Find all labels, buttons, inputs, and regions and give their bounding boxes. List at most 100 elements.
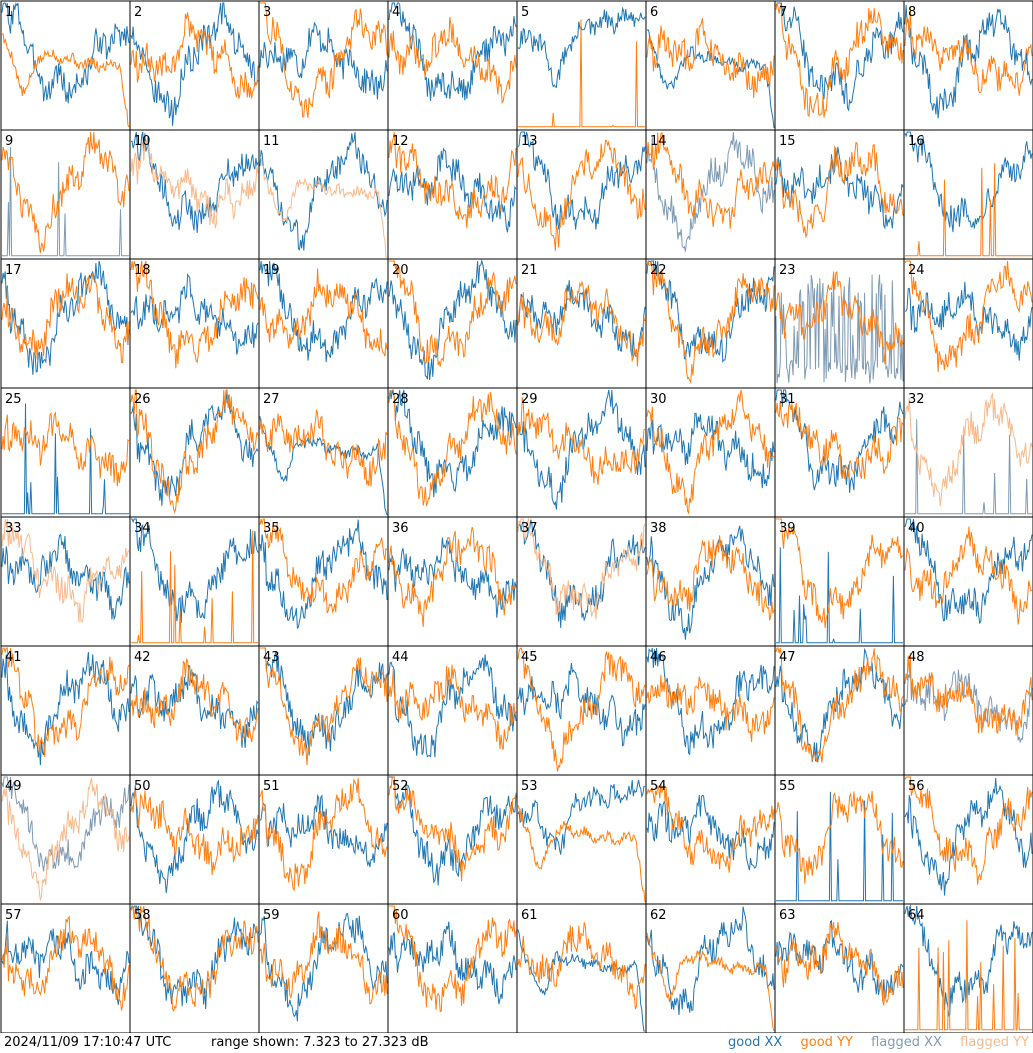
panel-label: 17 <box>5 263 22 278</box>
panel-frame <box>645 258 776 389</box>
panel-frame <box>0 258 131 389</box>
panel-label: 37 <box>521 521 538 536</box>
panel-label: 50 <box>134 779 151 794</box>
panel-label: 60 <box>392 908 409 923</box>
panel-60: 60 <box>387 903 518 1033</box>
panel-42: 42 <box>129 645 260 776</box>
panel-63: 63 <box>774 903 905 1033</box>
panel-4: 4 <box>387 0 518 131</box>
series-yy <box>517 517 646 620</box>
series-yy <box>131 530 258 644</box>
panel-label: 4 <box>392 5 400 20</box>
panel-frame <box>774 0 905 131</box>
series-xx <box>1 533 130 621</box>
panel-37: 37 <box>516 516 647 647</box>
series-xx <box>905 419 1032 515</box>
panel-frame <box>645 0 776 131</box>
legend-flagged-xx: flagged XX <box>871 1035 942 1050</box>
series-yy <box>1 915 130 1011</box>
panel-label: 12 <box>392 134 409 149</box>
series-yy <box>1 33 130 128</box>
panel-19: 19 <box>258 258 389 389</box>
series-yy <box>904 260 1033 373</box>
panel-label: 55 <box>779 779 796 794</box>
panel-frame <box>774 129 905 260</box>
series-xx <box>517 389 646 510</box>
panel-11: 11 <box>258 129 389 260</box>
legend: good XX good YY flagged XX flagged YY <box>714 1033 1029 1053</box>
panel-label: 34 <box>134 521 151 536</box>
panel-43: 43 <box>258 645 389 776</box>
panel-label: 19 <box>263 263 280 278</box>
panel-frame <box>129 774 260 905</box>
series-yy <box>130 389 259 515</box>
panel-frame <box>516 516 647 647</box>
panel-13: 13 <box>516 129 647 260</box>
panel-30: 30 <box>645 387 776 518</box>
series-xx <box>2 403 129 515</box>
series-yy <box>775 790 904 884</box>
series-xx <box>259 794 388 868</box>
timestamp: 2024/11/09 17:10:47 UTC <box>4 1035 172 1050</box>
panel-27: 27 <box>258 387 389 518</box>
series-yy <box>517 922 646 1010</box>
series-xx <box>517 779 646 855</box>
panel-35: 35 <box>258 516 389 647</box>
panel-20: 20 <box>387 258 518 389</box>
series-yy <box>130 260 259 369</box>
series-yy <box>775 2 904 118</box>
series-xx <box>130 2 259 126</box>
panel-label: 46 <box>650 650 667 665</box>
panel-28: 28 <box>387 387 518 518</box>
series-yy <box>259 777 388 892</box>
series-yy <box>775 141 904 239</box>
panel-34: 34 <box>129 516 260 647</box>
series-yy <box>1 411 130 487</box>
panel-label: 39 <box>779 521 796 536</box>
panel-frame <box>258 258 389 389</box>
panel-7: 7 <box>774 0 905 131</box>
panel-33: 33 <box>0 516 131 647</box>
series-yy <box>1 647 130 757</box>
panel-62: 62 <box>645 903 776 1033</box>
panel-frame <box>645 516 776 647</box>
legend-good-yy: good YY <box>800 1035 853 1050</box>
panel-frame <box>774 774 905 905</box>
panel-44: 44 <box>387 645 518 776</box>
series-xx <box>646 794 775 871</box>
series-yy <box>130 657 259 743</box>
panel-label: 11 <box>263 134 280 149</box>
panel-50: 50 <box>129 774 260 905</box>
panel-frame <box>387 387 518 518</box>
panel-label: 26 <box>134 392 151 407</box>
series-yy <box>259 156 387 258</box>
panel-label: 1 <box>5 5 13 20</box>
series-xx <box>259 21 388 100</box>
panel-26: 26 <box>129 387 260 518</box>
series-yy <box>388 776 517 882</box>
panel-9: 9 <box>0 129 131 260</box>
panel-label: 40 <box>908 521 925 536</box>
series-yy <box>904 652 1033 736</box>
series-yy <box>904 392 1033 507</box>
panel-label: 29 <box>521 392 538 407</box>
panel-label: 7 <box>779 5 787 20</box>
panel-frame <box>258 0 389 131</box>
panel-label: 13 <box>521 134 538 149</box>
panel-31: 31 <box>774 387 905 518</box>
panel-frame <box>516 258 647 389</box>
series-yy <box>646 932 775 1032</box>
series-yy <box>388 16 517 105</box>
panel-24: 24 <box>903 258 1033 389</box>
series-xx <box>259 912 388 1022</box>
series-yy <box>775 400 904 479</box>
panel-22: 22 <box>645 258 776 389</box>
panel-label: 18 <box>134 263 151 278</box>
series-yy <box>130 138 259 229</box>
panel-12: 12 <box>387 129 518 260</box>
panel-label: 16 <box>908 134 925 149</box>
series-xx <box>904 281 1033 361</box>
panel-frame <box>129 258 260 389</box>
panel-label: 6 <box>650 5 658 20</box>
